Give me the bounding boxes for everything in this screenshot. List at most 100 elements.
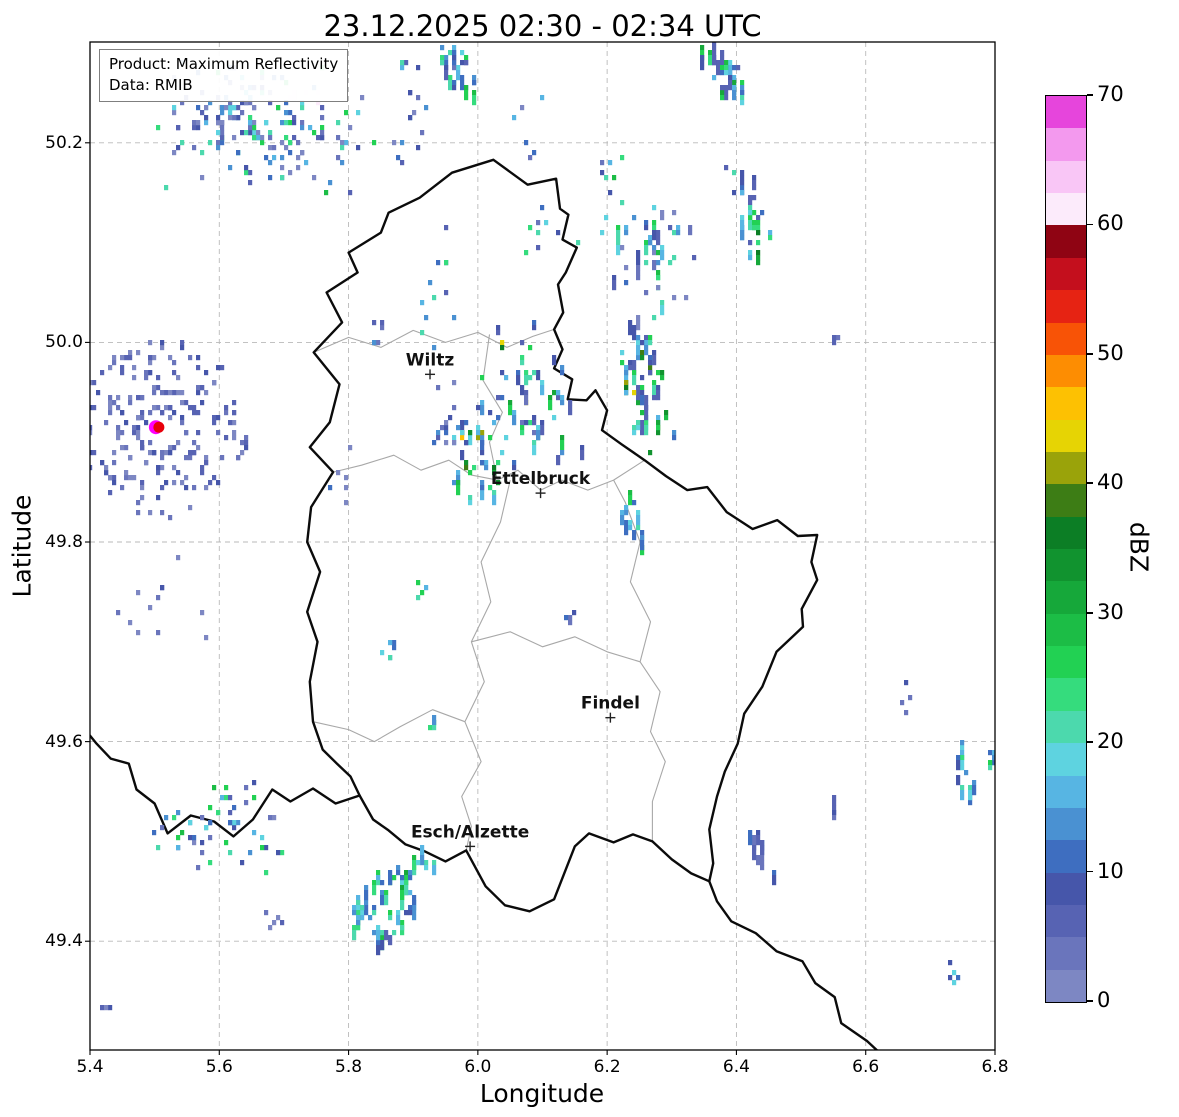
- radar-echo: [524, 140, 529, 146]
- radar-echo: [376, 945, 381, 951]
- radar-echo: [488, 410, 493, 416]
- radar-echo: [228, 105, 233, 111]
- colorbar-segment: [1046, 419, 1086, 452]
- radar-echo: [536, 430, 541, 436]
- radar-echo: [524, 420, 529, 426]
- radar-echo: [520, 430, 525, 436]
- radar-echo: [552, 415, 557, 421]
- colorbar-segment: [1046, 677, 1086, 711]
- radar-echo: [280, 920, 285, 926]
- radar-echo: [624, 225, 629, 231]
- radar-echo: [236, 820, 241, 826]
- radar-echo: [148, 360, 153, 366]
- radar-echo: [520, 385, 525, 391]
- radar-echo: [76, 445, 80, 450]
- radar-echo: [496, 325, 501, 331]
- radar-echo: [632, 430, 637, 436]
- radar-echo: [548, 405, 553, 411]
- radar-echo: [204, 390, 209, 396]
- radar-echo: [276, 105, 281, 111]
- colorbar-tick-mark: [1087, 1000, 1093, 1002]
- radar-echo: [488, 435, 493, 441]
- colorbar-segment: [1046, 807, 1086, 841]
- radar-echo: [492, 500, 497, 506]
- radar-echo: [404, 60, 409, 66]
- radar-echo: [212, 415, 217, 421]
- radar-echo: [348, 190, 353, 196]
- radar-echo: [640, 530, 645, 536]
- radar-echo: [204, 485, 209, 491]
- radar-echo: [524, 370, 529, 376]
- radar-echo: [140, 445, 145, 451]
- radar-echo: [648, 335, 653, 341]
- radar-echo: [480, 445, 485, 451]
- radar-echo: [180, 340, 185, 346]
- radar-echo: [148, 410, 153, 416]
- radar-echo: [356, 915, 361, 921]
- radar-echo: [656, 425, 661, 431]
- radar-echo: [724, 85, 729, 91]
- radar-echo: [520, 355, 525, 361]
- radar-echo: [188, 450, 193, 456]
- radar-echo: [380, 890, 385, 896]
- radar-echo: [740, 95, 745, 101]
- radar-echo: [300, 105, 305, 111]
- radar-echo: [180, 415, 185, 421]
- radar-echo: [344, 500, 349, 506]
- radar-echo: [752, 175, 757, 181]
- radar-echo: [136, 590, 141, 596]
- radar-echo: [364, 890, 369, 896]
- radar-echo: [732, 65, 737, 71]
- radar-echo: [164, 390, 169, 396]
- radar-echo: [192, 840, 197, 846]
- radar-echo: [136, 510, 141, 516]
- radar-echo: [176, 555, 181, 561]
- radar-echo: [320, 125, 325, 131]
- radar-echo: [116, 435, 121, 441]
- radar-echo: [180, 140, 185, 146]
- radar-echo: [560, 395, 565, 401]
- radar-echo: [632, 325, 637, 331]
- radar-echo: [636, 525, 641, 531]
- radar-echo: [356, 895, 361, 901]
- radar-echo: [672, 230, 677, 236]
- radar-echo: [656, 420, 661, 426]
- radar-echo: [272, 155, 277, 161]
- radar-echo: [192, 120, 197, 126]
- radar-echo: [108, 410, 113, 416]
- radar-echo: [712, 42, 717, 46]
- radar-echo: [120, 430, 125, 436]
- radar-echo: [480, 430, 485, 436]
- radar-echo: [272, 145, 277, 151]
- radar-echo: [136, 630, 141, 636]
- radar-echo: [444, 260, 449, 266]
- radar-echo: [280, 120, 285, 126]
- radar-echo: [652, 245, 657, 251]
- radar-echo: [740, 180, 745, 186]
- radar-echo: [684, 295, 689, 301]
- radar-echo: [336, 135, 341, 141]
- radar-echo: [464, 465, 469, 471]
- radar-echo: [108, 1005, 113, 1011]
- y-tick-label: 50.0: [45, 332, 83, 353]
- radar-echo: [512, 460, 517, 466]
- radar-echo: [636, 335, 641, 341]
- radar-echo: [656, 430, 661, 436]
- radar-echo: [512, 465, 517, 471]
- radar-echo: [464, 90, 469, 96]
- radar-echo: [268, 175, 273, 181]
- colorbar-segment: [1046, 224, 1086, 258]
- radar-echo: [640, 410, 645, 416]
- radar-echo: [996, 770, 1000, 775]
- radar-echo: [660, 375, 665, 381]
- radar-echo: [756, 220, 761, 226]
- radar-echo: [648, 235, 653, 241]
- radar-echo: [516, 380, 521, 386]
- radar-echo: [464, 60, 469, 66]
- radar-echo: [408, 90, 413, 96]
- radar-echo: [244, 165, 249, 171]
- radar-echo: [768, 235, 773, 241]
- colorbar-segment: [1046, 160, 1086, 194]
- radar-echo: [956, 765, 961, 771]
- radar-echo: [380, 935, 385, 941]
